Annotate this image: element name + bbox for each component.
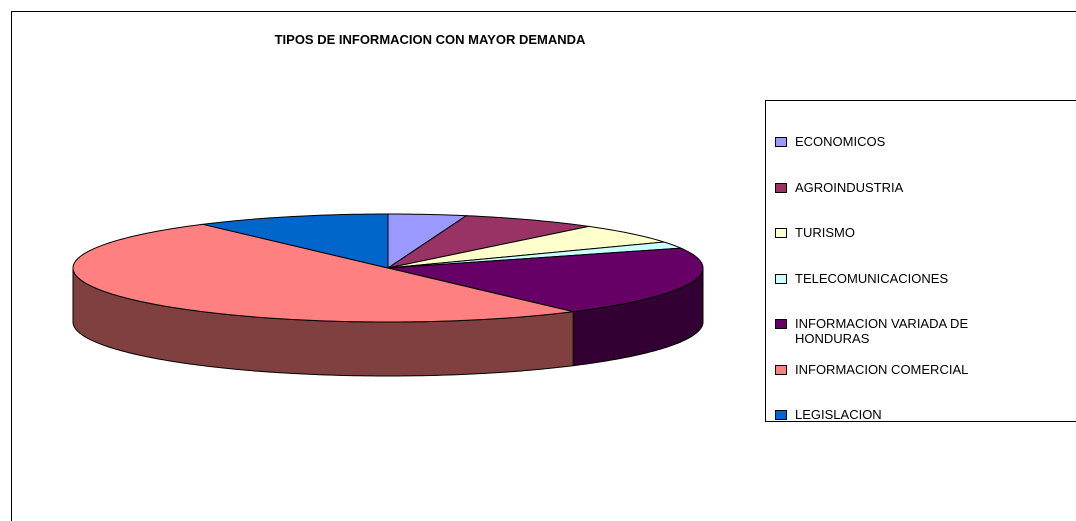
pie-slice	[202, 213, 389, 269]
legend-swatch	[775, 182, 787, 193]
legend-item: TELECOMUNICACIONES	[775, 271, 1015, 286]
legend-label: INFORMACION COMERCIAL	[795, 361, 969, 377]
chart-frame	[11, 11, 1076, 521]
legend-swatch	[775, 410, 787, 420]
legend-swatch	[775, 137, 787, 147]
legend-label: TURISMO	[795, 225, 855, 240]
legend: ECONOMICOS AGROINDUSTRIA TURISMO TELECOMUNI…	[765, 100, 1076, 422]
legend-swatch	[775, 364, 787, 375]
legend-item: LEGISLACION	[775, 407, 1015, 422]
legend-swatch	[775, 319, 787, 329]
legend-item: AGROINDUSTRIA	[775, 180, 1015, 195]
pie	[72, 213, 704, 377]
legend-label: TELECOMUNICACIONES	[795, 270, 949, 286]
legend-item: INFORMACION VARIADA DE HONDURAS	[775, 316, 1015, 346]
pie-slice	[72, 223, 574, 323]
pie-slice	[387, 225, 665, 269]
legend-label: ECONOMICOS	[795, 134, 886, 149]
chart-title: TIPOS DE INFORMACION CON MAYOR DEMANDA	[274, 32, 586, 47]
legend-label: AGROINDUSTRIA	[795, 179, 904, 195]
pie-slice	[387, 215, 589, 269]
legend-label: INFORMACION VARIADA DE HONDURAS	[795, 316, 969, 346]
legend-item: TURISMO	[775, 225, 1015, 240]
legend-item: INFORMACION COMERCIAL	[775, 362, 1015, 377]
legend-label: LEGISLACION	[795, 407, 882, 422]
pie-slice	[387, 241, 682, 269]
legend-swatch	[775, 273, 787, 284]
pie-slice	[387, 247, 704, 313]
legend-item: ECONOMICOS	[775, 134, 1015, 149]
legend-swatch	[775, 228, 787, 238]
